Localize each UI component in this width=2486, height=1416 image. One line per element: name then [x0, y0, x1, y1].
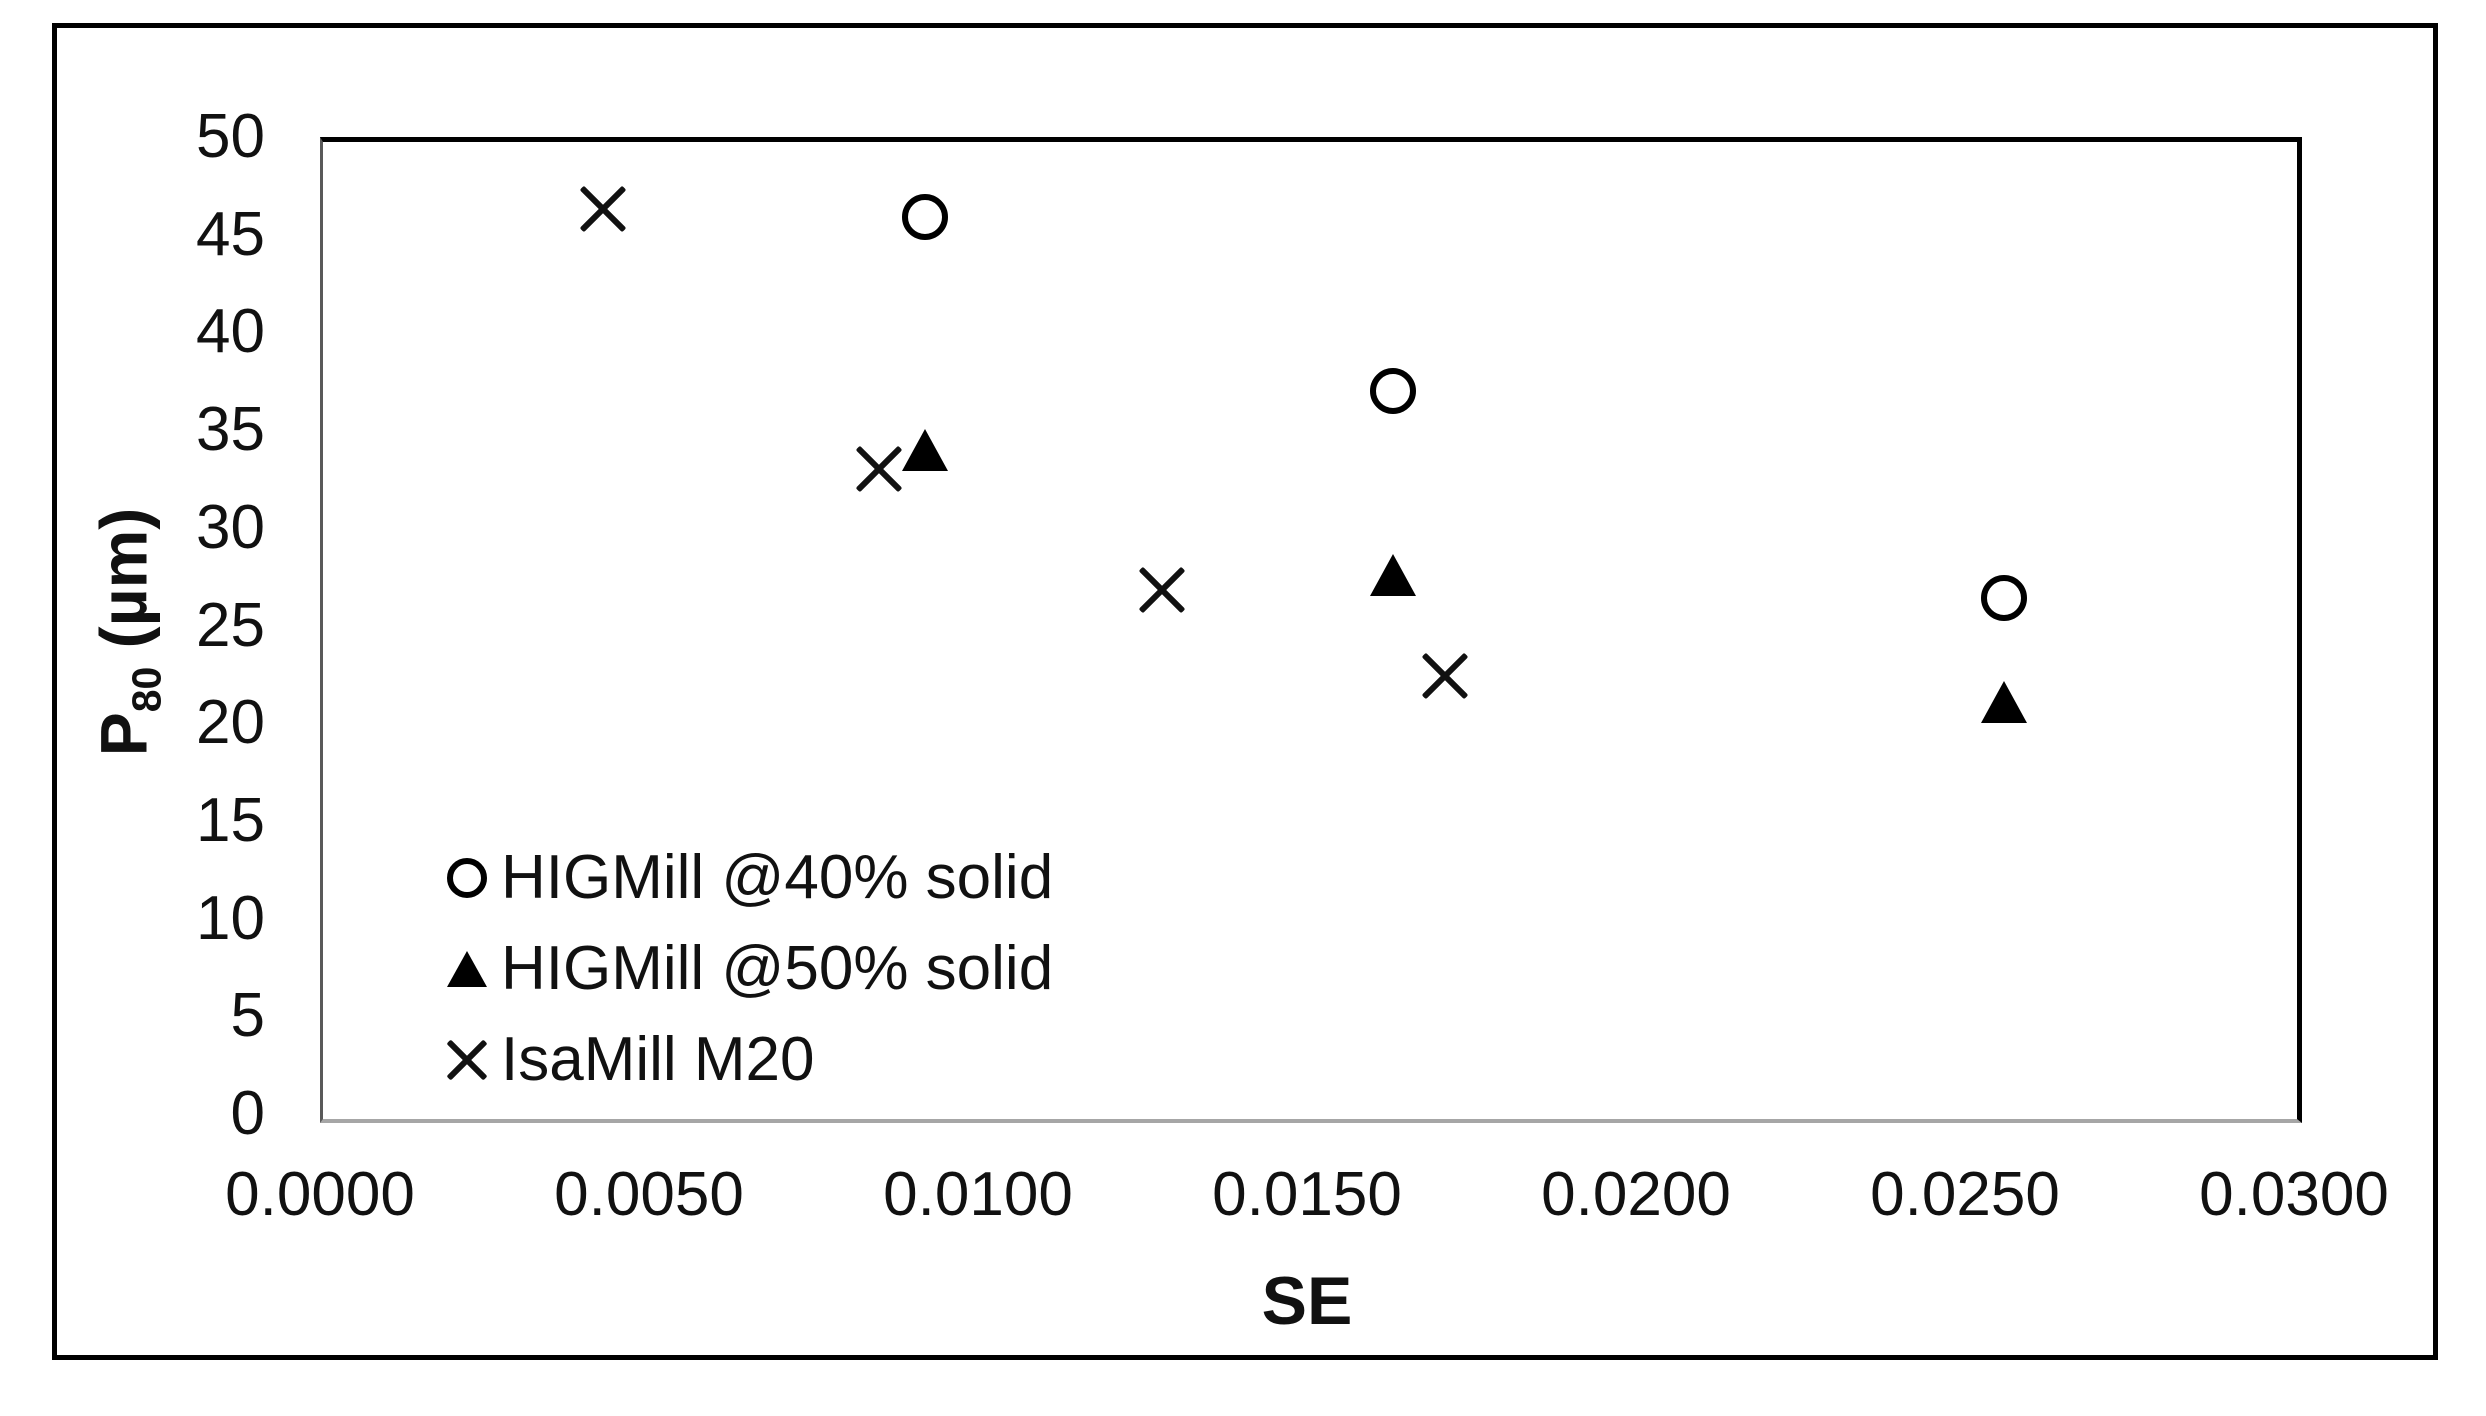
legend-marker-box	[443, 945, 491, 993]
x-tick-label: 0.0100	[883, 1160, 1073, 1229]
data-point	[1139, 567, 1185, 613]
x-tick-label: 0.0000	[225, 1160, 415, 1229]
circle-marker-icon	[1369, 368, 1416, 415]
data-point	[1369, 553, 1416, 596]
y-tick-label: 20	[196, 688, 265, 758]
circle-marker-icon	[902, 194, 949, 241]
legend-label: IsaMill M20	[501, 1025, 815, 1094]
y-axis-title-subscript: 80	[123, 666, 170, 713]
x-tick-label: 0.0300	[2199, 1160, 2389, 1229]
circle-marker-icon	[447, 858, 487, 898]
y-tick-label: 15	[196, 785, 265, 855]
y-tick-label: 35	[196, 395, 265, 465]
y-tick-label: 45	[196, 199, 265, 269]
x-marker-icon	[856, 446, 902, 492]
circle-marker-icon	[1981, 575, 2028, 622]
legend-marker-box	[443, 1036, 491, 1084]
x-marker-icon	[1422, 653, 1468, 699]
triangle-marker-icon	[447, 951, 487, 987]
y-tick-label: 25	[196, 590, 265, 660]
data-point	[1422, 653, 1468, 699]
data-point	[902, 428, 949, 471]
data-point	[1981, 680, 2028, 723]
x-marker-icon	[446, 1039, 488, 1081]
plot-area	[320, 137, 2302, 1123]
x-axis-title: SE	[1261, 1263, 1353, 1339]
y-tick-label: 0	[230, 1079, 265, 1148]
triangle-marker-icon	[1981, 680, 2028, 723]
data-point	[856, 446, 902, 492]
y-tick-label: 10	[196, 883, 265, 953]
legend-label: HIGMill @40% solid	[501, 843, 1054, 912]
x-tick-label: 0.0050	[554, 1160, 744, 1229]
data-point	[580, 186, 626, 232]
y-axis-title-unit: (µm)	[86, 507, 161, 667]
data-point	[1981, 575, 2028, 622]
legend-marker-box	[443, 854, 491, 902]
legend-entry: IsaMill M20	[443, 1025, 1053, 1095]
triangle-marker-icon	[1369, 553, 1416, 596]
x-marker-icon	[580, 186, 626, 232]
x-tick-label: 0.0200	[1541, 1160, 1731, 1229]
y-tick-label: 40	[196, 297, 265, 367]
legend-entry: HIGMill @40% solid	[443, 843, 1053, 913]
y-axis-title-main: P	[86, 712, 161, 757]
y-tick-label: 30	[196, 492, 265, 562]
y-axis-title: P80 (µm)	[85, 508, 170, 757]
legend-label: HIGMill @50% solid	[501, 934, 1054, 1003]
x-marker-icon	[1139, 567, 1185, 613]
x-tick-label: 0.0150	[1212, 1160, 1402, 1229]
data-point	[902, 194, 949, 241]
legend: HIGMill @40% solid HIGMill @50% solid IsaM…	[443, 843, 1053, 1116]
legend-entry: HIGMill @50% solid	[443, 934, 1053, 1004]
triangle-marker-icon	[902, 428, 949, 471]
y-tick-label: 5	[230, 981, 265, 1051]
x-tick-label: 0.0250	[1870, 1160, 2060, 1229]
data-point	[1369, 368, 1416, 415]
y-tick-label: 50	[196, 102, 265, 171]
